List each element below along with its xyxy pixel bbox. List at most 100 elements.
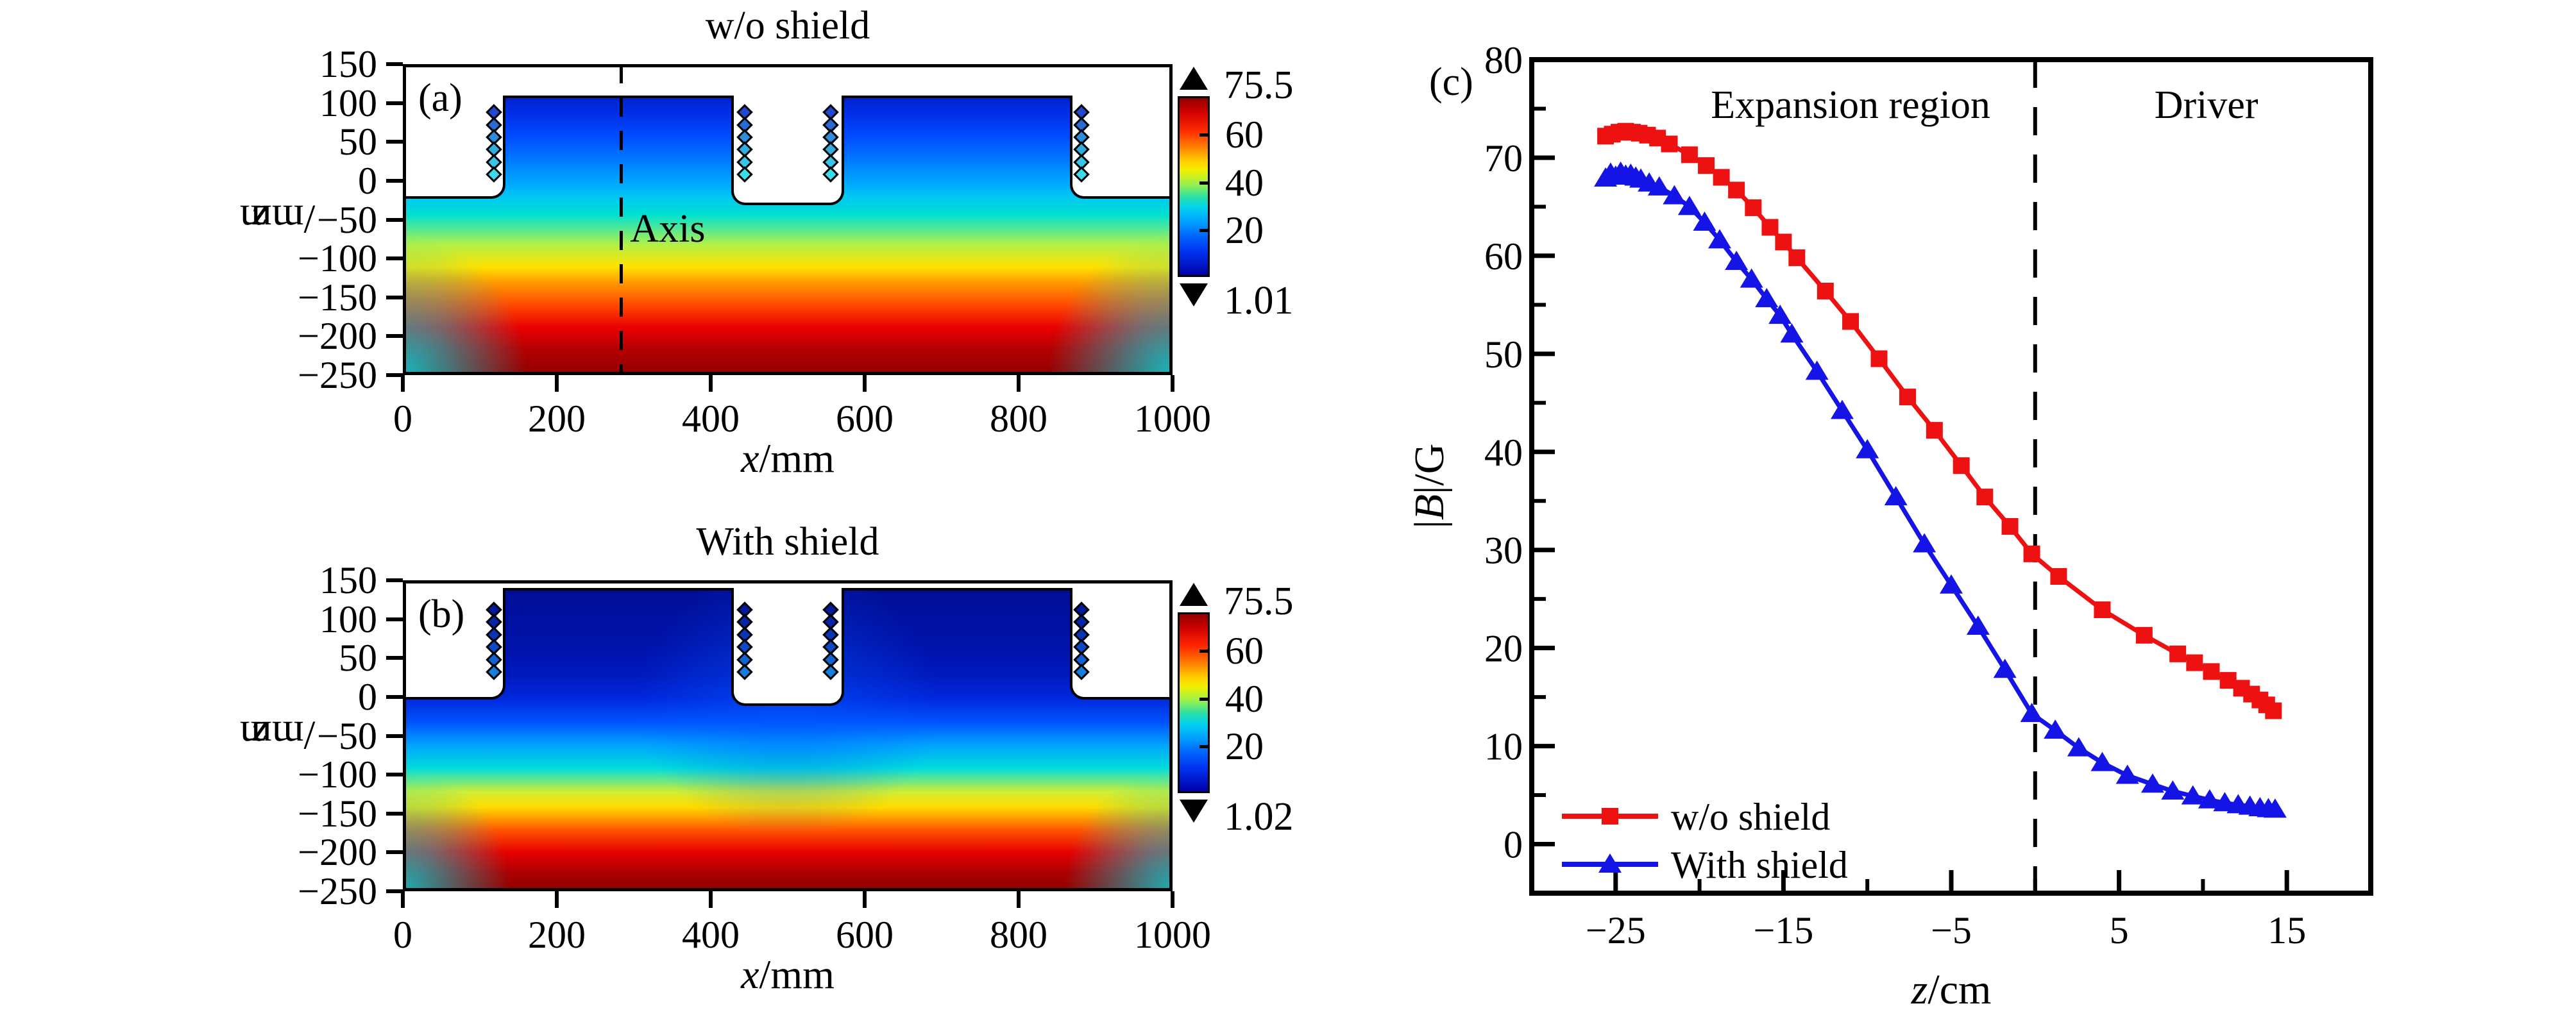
x-tick xyxy=(863,891,867,908)
panel-a-colorbar: 75.5 1.01 60 40 20 xyxy=(1178,63,1447,365)
y-tick-label: −250 xyxy=(298,354,377,396)
colorbar-tick xyxy=(1199,697,1210,701)
y-tick-label: 100 xyxy=(319,81,377,124)
y-tick-label: −150 xyxy=(298,792,377,835)
data-point-triangle xyxy=(1830,399,1854,419)
colorbar-under-triangle-icon xyxy=(1180,283,1208,306)
colorbar-tick-label: 20 xyxy=(1225,725,1264,768)
x-tick-label: −15 xyxy=(1753,909,1813,952)
data-point-square xyxy=(2186,654,2203,671)
panel-c-label: (c) xyxy=(1429,60,1473,104)
region-label-0: Expansion region xyxy=(1711,83,1990,127)
y-tick-label: 0 xyxy=(358,159,377,202)
y-tick-label: 20 xyxy=(1484,628,1523,670)
y-tick xyxy=(386,889,403,893)
y-tick-label: 80 xyxy=(1484,39,1523,81)
data-point-triangle xyxy=(1993,658,2017,678)
data-point-triangle xyxy=(1884,486,1908,506)
y-tick-label: 10 xyxy=(1484,726,1523,768)
x-axis-unit: /mm xyxy=(759,435,835,481)
x-tick xyxy=(709,375,713,392)
colorbar-min-value: 1.01 xyxy=(1224,279,1294,323)
colorbar-tick-label: 40 xyxy=(1225,677,1264,720)
x-tick-label: 600 xyxy=(836,398,894,440)
y-tick xyxy=(386,850,403,855)
y-tick-label: 0 xyxy=(358,675,377,718)
panel-c-line-chart: −25 −15 −5 5 15 0 10 20 30 40 50 60 70 80 Expansion re… xyxy=(1379,13,2576,1013)
y-tick-label: 50 xyxy=(339,637,377,680)
data-point-square xyxy=(2023,545,2040,562)
colorbar-tick-label: 60 xyxy=(1225,630,1264,673)
y-tick xyxy=(386,617,403,621)
panel-a-x-axis-label: x/mm xyxy=(403,435,1173,482)
colorbar-tick-label: 20 xyxy=(1225,208,1264,251)
x-axis-variable: x xyxy=(741,435,759,481)
data-point-square xyxy=(1899,389,1916,406)
data-point-triangle xyxy=(1740,268,1763,288)
y-tick xyxy=(386,62,403,66)
y-tick-label: 30 xyxy=(1484,530,1523,572)
x-tick xyxy=(1017,891,1021,908)
data-point-triangle xyxy=(1755,288,1779,308)
data-point-triangle xyxy=(1768,305,1792,324)
data-point-square xyxy=(1761,219,1779,236)
x-tick xyxy=(401,375,405,392)
data-point-square xyxy=(1775,233,1792,251)
data-point-square xyxy=(1976,489,1994,506)
y-tick xyxy=(386,734,403,738)
axis-dashed-line xyxy=(620,64,623,375)
x-tick-label: 200 xyxy=(528,398,586,440)
data-point-square xyxy=(1728,181,1745,199)
data-point-square xyxy=(1698,157,1715,174)
x-tick xyxy=(401,891,405,908)
data-point-triangle xyxy=(2067,737,2090,757)
data-point-triangle xyxy=(1677,196,1701,215)
data-point-triangle xyxy=(1856,439,1879,458)
data-point-triangle xyxy=(1940,574,1963,594)
data-point-triangle xyxy=(1663,185,1686,205)
x-tick xyxy=(1171,891,1174,908)
data-point-square xyxy=(1681,146,1698,164)
x-tick-label: 200 xyxy=(528,914,586,956)
data-point-triangle xyxy=(1805,360,1829,380)
y-tick-label: −200 xyxy=(298,315,377,358)
y-tick-label: 150 xyxy=(319,43,377,85)
y-tick xyxy=(386,295,403,299)
panel-a-label: (a) xyxy=(418,76,462,120)
x-tick-label: 800 xyxy=(990,914,1047,956)
data-point-triangle xyxy=(1693,211,1716,231)
data-point-square xyxy=(2265,702,2282,719)
data-point-square xyxy=(2001,518,2019,535)
y-tick-label: 100 xyxy=(319,598,377,641)
y-tick xyxy=(386,101,403,105)
panel-b-heatmap: With shield (b) z/mm x/mm 75.5 1.02 60 40… xyxy=(240,520,1293,997)
data-point-square xyxy=(2169,645,2187,662)
y-tick-label: 40 xyxy=(1484,432,1523,474)
y-tick-label: −250 xyxy=(298,870,377,912)
legend-label-0: w/o shield xyxy=(1671,796,1830,838)
data-point-square xyxy=(1745,199,1762,216)
x-tick-label: −25 xyxy=(1586,909,1646,952)
data-point-square xyxy=(1713,169,1730,186)
colorbar-tick xyxy=(1199,181,1210,185)
series-line-1 xyxy=(1604,169,2276,812)
x-tick-label: 1000 xyxy=(1134,914,1211,956)
y-tick xyxy=(386,334,403,339)
panel-b-title: With shield xyxy=(403,519,1173,565)
x-tick-label: 0 xyxy=(393,398,412,440)
data-point-square xyxy=(1926,422,1943,439)
y-tick-label: −100 xyxy=(298,237,377,280)
data-point-triangle xyxy=(1913,533,1936,553)
data-point-triangle xyxy=(1707,229,1731,249)
x-axis-unit: /mm xyxy=(759,952,835,997)
data-point-square xyxy=(1817,282,1834,299)
colorbar-tick-label: 60 xyxy=(1225,113,1264,156)
x-tick xyxy=(709,891,713,908)
panel-a-heatmap: w/o shield (a) z/mm x/mm 75.5 1.01 60 40 2… xyxy=(240,4,1293,481)
axis-annotation: Axis xyxy=(630,207,706,251)
y-tick-label: 50 xyxy=(339,121,377,164)
panel-c-y-axis-label: |B|/G xyxy=(1406,444,1453,529)
data-point-square xyxy=(1788,249,1806,266)
x-tick-label: 600 xyxy=(836,914,894,956)
